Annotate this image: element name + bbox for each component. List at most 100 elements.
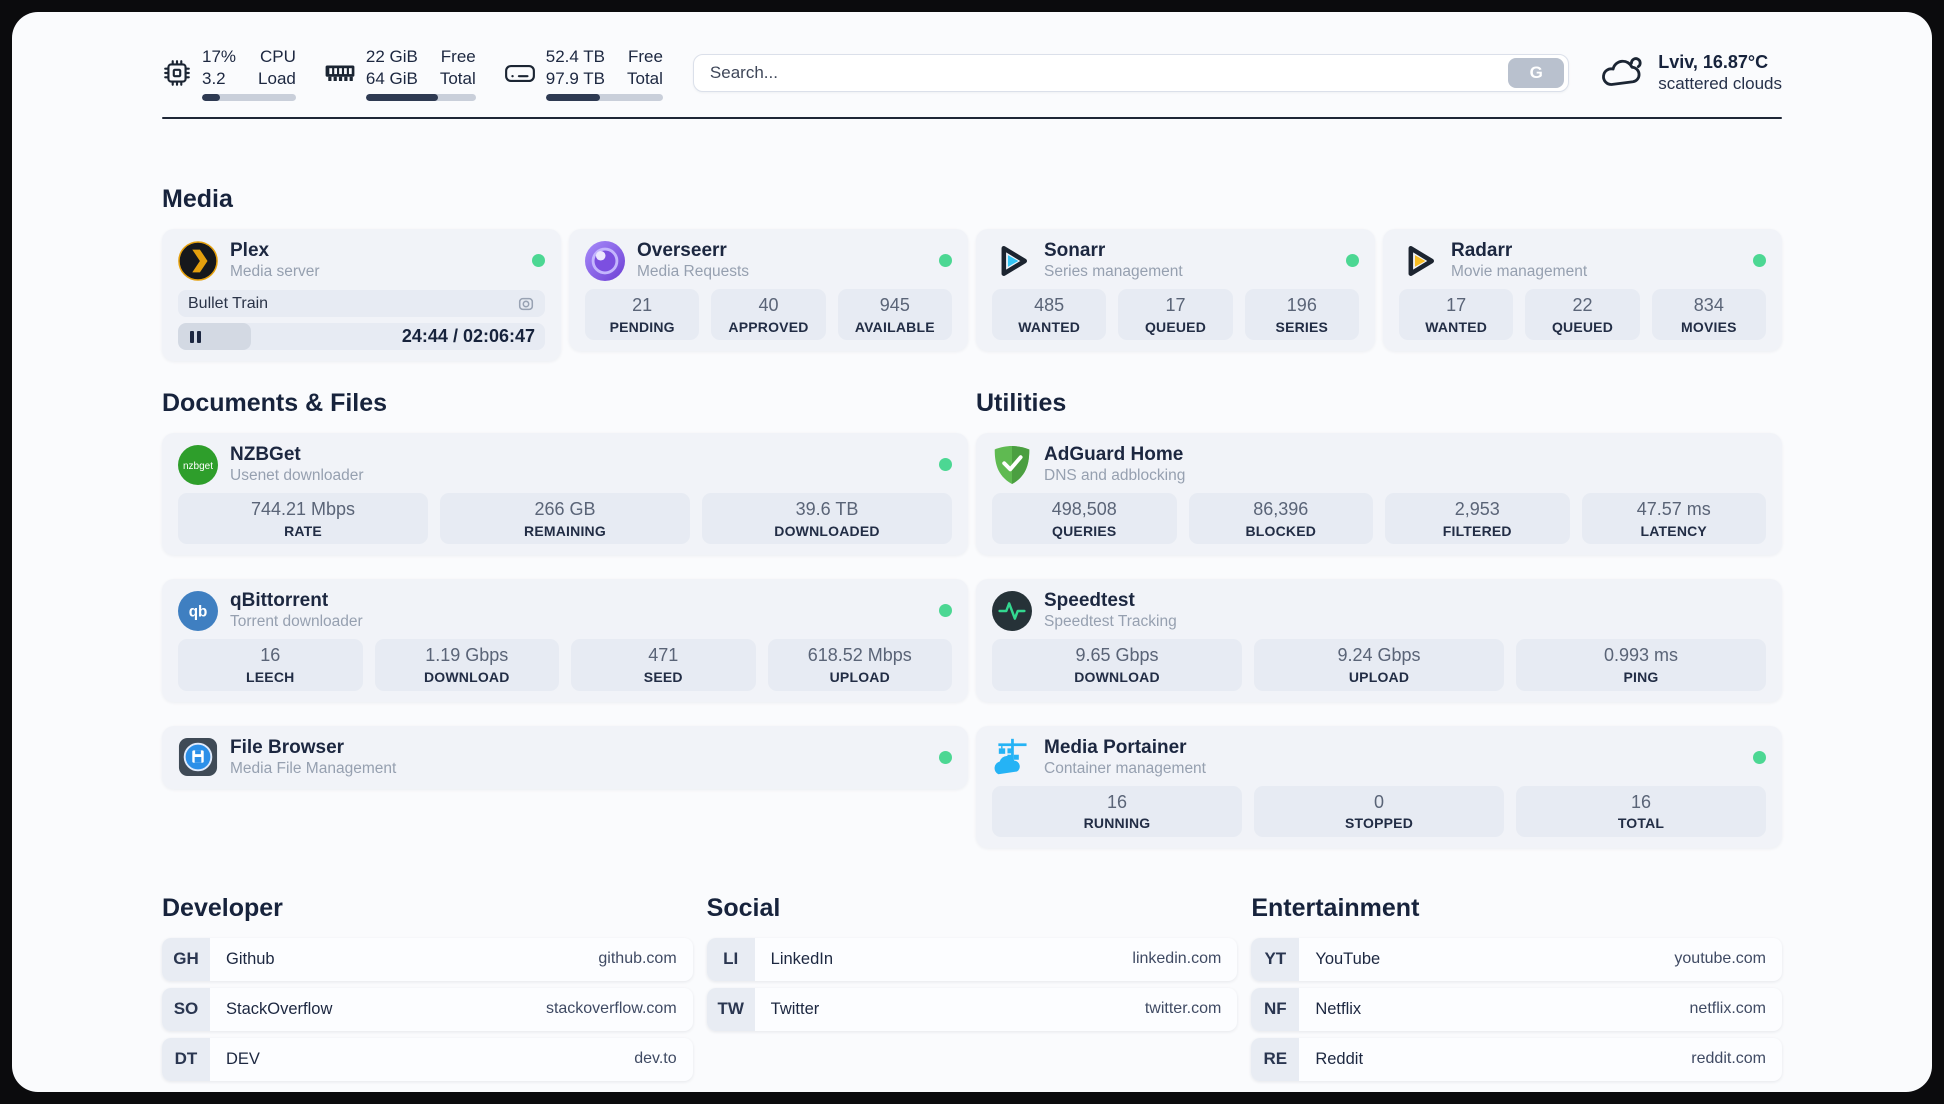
section-documents: Documents & Files nzbget NZBGet Usenet d [162,389,968,789]
section-utilities: Utilities AdGuard Home [976,389,1782,848]
weather-condition: scattered clouds [1658,74,1782,94]
stat-label: PING [1623,668,1659,685]
app-card-speedtest[interactable]: Speedtest Speedtest Tracking 9.65 Gbps D… [976,579,1782,702]
stat-label: AVAILABLE [854,318,935,335]
stat-value: 2,953 [1454,499,1500,519]
app-card-portainer[interactable]: Media Portainer Container management 16 … [976,725,1782,848]
dashboard-page: 17% 3.2 CPU Load [12,12,1932,1092]
section-title-developer: Developer [162,893,283,922]
app-card-adguard[interactable]: AdGuard Home DNS and adblocking 498,508 … [976,433,1782,556]
status-dot-online [939,750,952,764]
section-media: Media Plex Media server [162,185,1782,361]
stat-value: 16 [1106,791,1128,812]
stat-label: QUEUED [1144,318,1207,335]
bookmark-github[interactable]: GH Github github.com [162,937,693,981]
app-desc: Torrent downloader [230,613,363,631]
search-engine-button[interactable]: G [1508,58,1565,89]
stat-label: WANTED [1425,318,1488,335]
stat-value: 834 [1693,295,1724,315]
svg-text:nzbget: nzbget [183,460,213,471]
stat-value: 16 [1630,791,1652,812]
search-input[interactable] [693,63,1509,84]
plex-icon [178,240,218,281]
bookmark-name: Twitter [770,999,820,1018]
bookmark-linkedin[interactable]: LI LinkedIn linkedin.com [706,937,1238,981]
stat-label: SEED [643,668,683,685]
bookmark-netflix[interactable]: NF Netflix netflix.com [1251,987,1782,1031]
stat-value: 945 [879,295,910,315]
bookmark-youtube[interactable]: YT YouTube youtube.com [1251,937,1782,981]
section-title-social: Social [706,893,781,922]
app-desc: Media Requests [637,263,750,280]
stat-value: 9.65 Gbps [1075,645,1159,666]
bookmark-stackoverflow[interactable]: SO StackOverflow stackoverflow.com [162,987,693,1031]
stat-label: DOWNLOAD [423,668,510,685]
stat-label: LATENCY [1640,522,1707,539]
adguard-icon [992,445,1032,485]
stat-value: 21 [632,295,653,315]
stat-value: 17 [1165,295,1186,315]
playback-progress-bar: 24:44 / 02:06:47 [178,323,545,350]
pause-icon [190,330,201,343]
weather-location-temp: Lviv, 16.87°C [1658,52,1769,73]
stat-pill-pending: 21 PENDING [585,289,700,341]
stat-pill-leech: 16 LEECH [178,639,363,691]
disk-total-value: 97.9 TB [545,68,605,88]
bookmark-url: stackoverflow.com [545,1000,677,1018]
stat-value: 40 [758,295,779,315]
app-card-sonarr[interactable]: Sonarr Series management 485 WANTED 17 Q… [976,229,1375,352]
stat-label: REMAINING [524,522,606,539]
qbittorrent-icon: qb [178,590,218,631]
stat-pill-blocked: 86,396 BLOCKED [1188,493,1373,545]
bookmark-dev[interactable]: DT DEV dev.to [162,1037,693,1081]
stat-label: TOTAL [1617,815,1665,832]
bookmark-url: linkedin.com [1132,950,1222,968]
bookmark-badge: YT [1251,937,1300,981]
stat-pill-queued: 22 QUEUED [1525,289,1640,341]
app-card-qbittorrent[interactable]: qb qBittorrent Torrent downloader 16 LEE… [162,579,968,702]
app-card-overseerr[interactable]: Overseerr Media Requests 21 PENDING 40 A… [569,229,968,352]
bookmark-name: DEV [226,1049,260,1068]
app-name: Speedtest [1044,590,1135,612]
app-desc: Usenet downloader [230,467,364,484]
app-card-radarr[interactable]: Radarr Movie management 17 WANTED 22 QUE… [1383,229,1782,352]
stat-pill-wanted: 17 WANTED [1399,289,1514,341]
stat-pill-filtered: 2,953 FILTERED [1385,493,1570,545]
ram-label-2: Total [439,68,476,88]
cpu-load-value: 3.2 [202,68,226,88]
cpu-usage-value: 17% [202,47,237,66]
stat-label: QUERIES [1052,522,1117,539]
stat-label: STOPPED [1344,815,1414,832]
cpu-icon [162,58,192,88]
status-dot-online [1753,750,1766,764]
stat-pill-queries: 498,508 QUERIES [992,493,1177,545]
stat-label: RUNNING [1083,815,1151,832]
stat-value: 266 GB [534,499,596,519]
stat-value: 196 [1286,295,1317,315]
stat-label: DOWNLOAD [1074,668,1160,685]
stat-pill-ping: 0.993 ms PING [1516,639,1766,691]
stat-pill-movies: 834 MOVIES [1651,289,1766,341]
bookmark-reddit[interactable]: RE Reddit reddit.com [1251,1037,1782,1081]
weather-widget: Lviv, 16.87°C scattered clouds [1599,52,1782,94]
bookmark-twitter[interactable]: TW Twitter twitter.com [706,987,1238,1031]
stat-value: 744.21 Mbps [250,499,356,519]
app-name: Radarr [1451,240,1513,261]
bookmark-url: twitter.com [1144,1000,1222,1018]
disk-free-value: 52.4 TB [545,47,605,66]
status-dot-online [1753,254,1766,267]
disk-progress-fill [545,93,600,101]
portainer-icon [992,737,1032,777]
app-card-nzbget[interactable]: nzbget NZBGet Usenet downloader 744.21 M… [162,433,968,556]
playback-time: 24:44 / 02:06:47 [401,326,535,346]
stat-label: SERIES [1275,318,1329,335]
app-card-filebrowser[interactable]: File Browser Media File Management [162,725,968,789]
stat-pill-series: 196 SERIES [1244,289,1359,341]
app-card-plex[interactable]: Plex Media server Bullet Train [162,229,561,361]
stat-label: UPLOAD [1348,668,1410,685]
disk-icon [504,60,536,87]
disk-label-2: Total [627,68,663,88]
stat-value: 0 [1373,791,1384,812]
disk-progress-bar [545,93,663,101]
app-name: NZBGet [230,444,301,465]
